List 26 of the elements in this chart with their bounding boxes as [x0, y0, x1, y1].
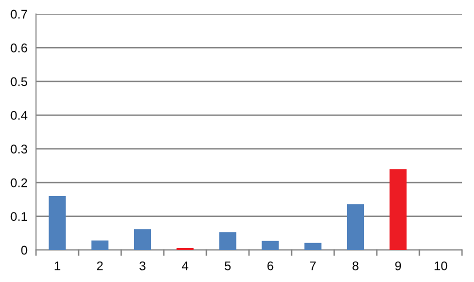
x-tick-label: 9: [395, 261, 401, 270]
y-tick-label: 0.6: [10, 44, 28, 52]
x-tick-label: 2: [97, 261, 103, 270]
x-tick-label: 1: [54, 262, 60, 270]
x-tick-label: 3: [140, 261, 146, 270]
bar: [262, 240, 279, 250]
bar: [219, 232, 236, 250]
x-tick-label: 4: [182, 262, 188, 270]
y-tick-label: 0.3: [10, 144, 28, 154]
bar: [134, 229, 152, 250]
y-tick-label: 0: [21, 246, 28, 255]
bar: [390, 169, 407, 250]
bar: [91, 240, 108, 250]
bar: [304, 242, 322, 250]
x-tick-label: 10: [434, 261, 448, 270]
x-tick-label: 6: [267, 261, 274, 270]
bar: [48, 196, 66, 250]
y-tick-label: 0.1: [10, 212, 28, 221]
x-tick-label: 5: [224, 262, 231, 270]
x-tick-label: 8: [352, 261, 358, 270]
y-tick-label: 0.2: [10, 178, 28, 188]
x-tick-label: 7: [310, 262, 316, 270]
y-tick-label: 0.5: [10, 77, 28, 86]
y-tick-label: 0.4: [10, 110, 28, 120]
y-tick-label: 0.7: [10, 10, 28, 19]
bar: [346, 204, 364, 250]
